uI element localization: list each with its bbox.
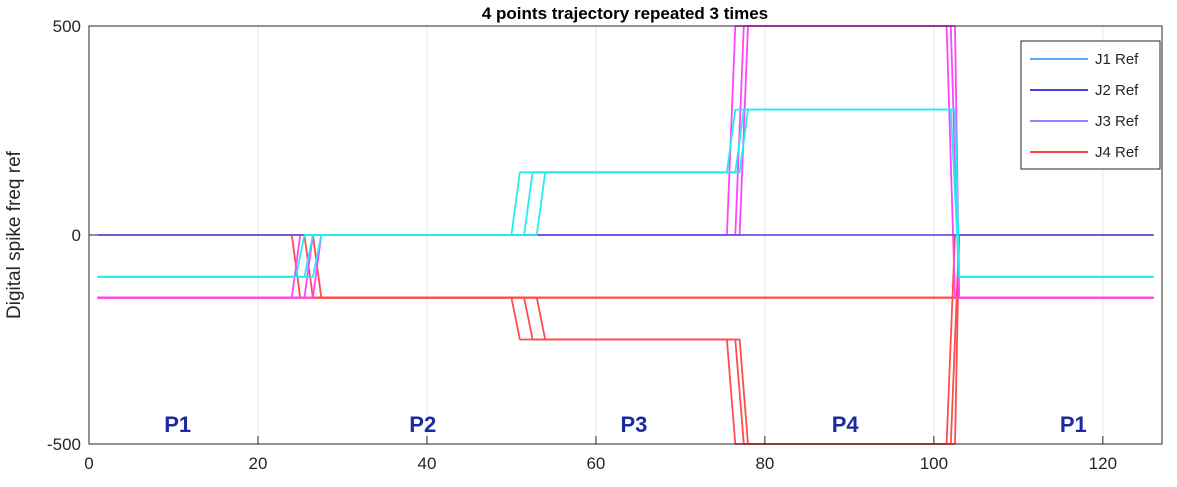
x-tick-label: 120 — [1089, 454, 1117, 473]
series-lines — [97, 25, 1154, 445]
y-tick-label: 0 — [72, 226, 81, 245]
y-tick-label: 500 — [53, 17, 81, 36]
x-tick-label: 60 — [586, 454, 605, 473]
x-tick-label: 20 — [249, 454, 268, 473]
legend: J1 Ref J2 Ref J3 Ref J4 Ref — [1020, 40, 1161, 170]
x-tick-label: 40 — [417, 454, 436, 473]
phase-label: P3 — [620, 412, 647, 437]
legend-label: J3 Ref — [1095, 113, 1139, 130]
legend-box — [1020, 40, 1161, 170]
y-axis-label: Digital spike freq ref — [4, 150, 25, 319]
phase-label: P4 — [832, 412, 860, 437]
x-tick-label: 80 — [755, 454, 774, 473]
x-tick-label: 0 — [84, 454, 93, 473]
phase-labels: P1 P2 P3 P4 P1 — [164, 412, 1086, 437]
y-tick-label: -500 — [47, 435, 81, 454]
x-axis: 0 20 40 60 80 100 120 — [84, 436, 1117, 473]
chart-title: 4 points trajectory repeated 3 times — [482, 4, 768, 23]
legend-label: J2 Ref — [1095, 82, 1139, 99]
phase-label: P1 — [164, 412, 191, 437]
phase-label: P2 — [409, 412, 436, 437]
series-line-6 — [97, 25, 1154, 299]
legend-label: J1 Ref — [1095, 51, 1139, 68]
legend-label: J4 Ref — [1095, 144, 1139, 161]
series-line-12 — [97, 108, 1154, 278]
y-axis: -500 0 500 — [47, 17, 97, 454]
phase-label: P1 — [1060, 412, 1087, 437]
x-tick-label: 100 — [920, 454, 948, 473]
